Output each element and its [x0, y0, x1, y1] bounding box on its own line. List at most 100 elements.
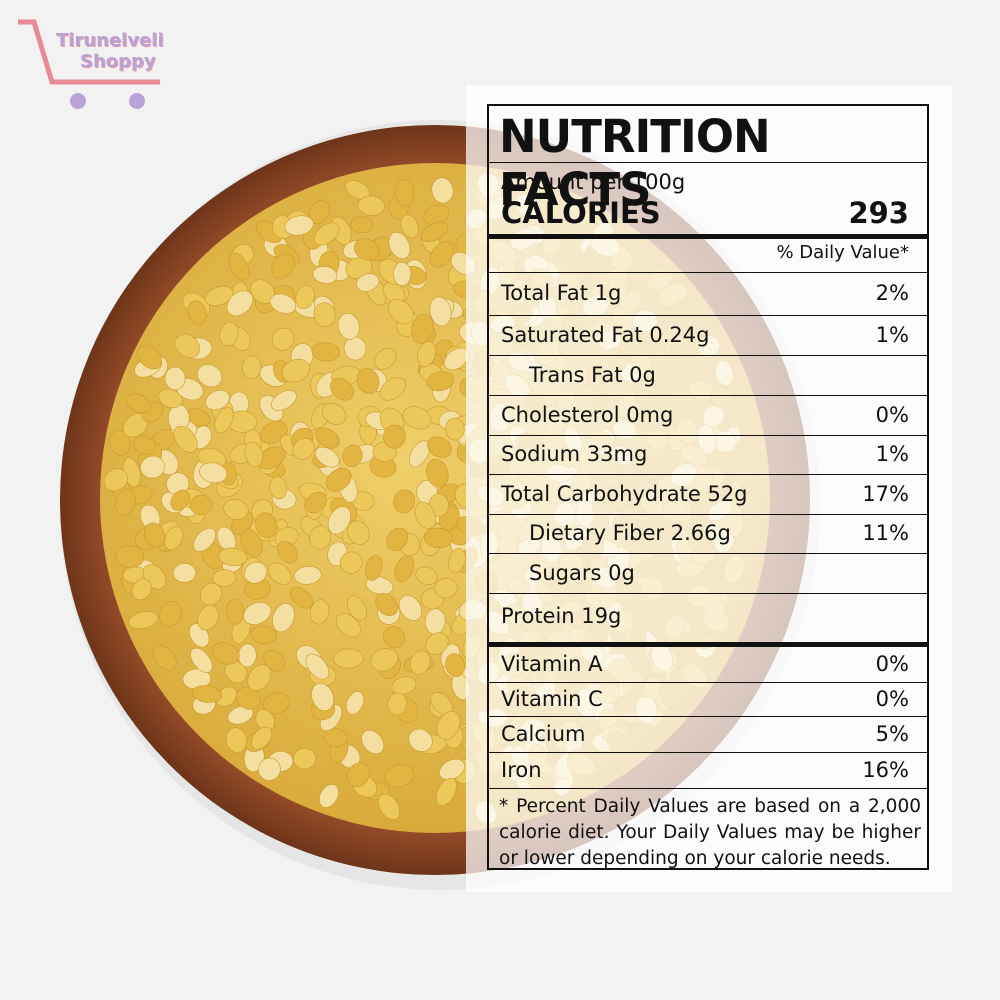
- lentil: [445, 417, 465, 441]
- lentil: [251, 726, 273, 750]
- nutrient-name: Calcium: [501, 722, 586, 746]
- lentil: [193, 527, 216, 552]
- nutrient-row: Dietary Fiber 2.66g 11%: [489, 514, 927, 553]
- lentil: [293, 566, 322, 585]
- lentil: [311, 682, 334, 712]
- divider: [489, 716, 927, 717]
- lentil: [313, 222, 340, 246]
- lentil: [318, 784, 339, 808]
- divider: [489, 355, 927, 356]
- lentil: [431, 177, 454, 204]
- lentil: [379, 377, 407, 401]
- nutrient-row: Sodium 33mg 1%: [489, 435, 927, 474]
- lentil: [357, 195, 385, 216]
- nutrient-name: Sodium 33mg: [501, 442, 648, 466]
- divider: [489, 272, 927, 273]
- lentil: [197, 364, 223, 388]
- lentil: [382, 281, 406, 304]
- lentil: [262, 692, 290, 715]
- lentil: [448, 548, 466, 574]
- lentil: [305, 491, 327, 514]
- lentil: [384, 764, 414, 788]
- cart-wheel: [70, 93, 86, 109]
- daily-value: 0%: [875, 652, 909, 676]
- lentil: [215, 686, 237, 707]
- lentil: [356, 368, 380, 394]
- lentil: [427, 436, 452, 458]
- lentil: [289, 586, 314, 609]
- lentil: [205, 389, 230, 411]
- lentil: [305, 653, 330, 680]
- lentil: [137, 345, 162, 370]
- lentil: [321, 402, 347, 425]
- lentil: [423, 527, 453, 549]
- nutrient-row: Trans Fat 0g: [489, 355, 927, 395]
- nutrient-row: Total Fat 1g 2%: [489, 272, 927, 315]
- lentil: [393, 489, 416, 514]
- lentil: [439, 758, 465, 781]
- divider: [489, 234, 927, 239]
- divider: [489, 474, 927, 475]
- lentil: [347, 762, 370, 788]
- lentil: [226, 290, 254, 317]
- cart-logo: [18, 19, 160, 85]
- footnote: * Percent Daily Values are based on a 2,…: [499, 796, 921, 869]
- lentil: [356, 273, 380, 292]
- lentil: [267, 562, 292, 585]
- divider: [489, 514, 927, 515]
- nutrient-name: Iron: [501, 758, 542, 782]
- logo: Tirunelveli Shoppy: [56, 30, 164, 72]
- lentil: [223, 499, 249, 520]
- lentil: [313, 302, 336, 328]
- nutrient-row: Vitamin A 0%: [489, 647, 927, 682]
- lentil: [395, 179, 415, 207]
- lentil: [133, 435, 156, 456]
- lentil: [312, 266, 338, 284]
- lentil: [197, 604, 219, 631]
- lentil: [228, 252, 250, 281]
- lentil: [212, 642, 240, 665]
- lentil: [388, 232, 411, 260]
- calories-value: 293: [848, 196, 909, 230]
- lentil: [335, 613, 361, 638]
- nutrient-name: Protein 19g: [501, 604, 622, 628]
- lentil: [415, 566, 438, 586]
- lentil: [402, 406, 432, 430]
- lentil: [270, 390, 297, 411]
- lentil: [325, 467, 352, 492]
- lentil: [191, 685, 223, 703]
- lentil: [445, 653, 465, 677]
- lentil: [214, 407, 234, 434]
- lentil: [315, 427, 340, 449]
- lentil: [199, 462, 228, 484]
- lentil: [284, 215, 314, 236]
- lentil: [387, 692, 407, 716]
- divider: [489, 788, 927, 789]
- lentil: [227, 705, 254, 725]
- divider: [489, 395, 927, 396]
- lentil: [293, 748, 316, 770]
- lentil: [250, 625, 277, 644]
- lentil: [247, 664, 272, 691]
- lentil: [417, 341, 436, 368]
- lentil: [350, 216, 374, 234]
- lentil: [436, 711, 461, 740]
- lentil: [346, 520, 370, 545]
- lentil: [409, 440, 430, 468]
- lentil: [153, 645, 177, 671]
- lentil: [383, 424, 406, 449]
- lentil: [240, 529, 263, 557]
- lentil: [386, 527, 409, 552]
- lentil: [174, 334, 200, 358]
- divider: [489, 642, 927, 647]
- lentil: [295, 284, 315, 310]
- lentil: [393, 261, 412, 287]
- nutrient-name: Sugars 0g: [529, 561, 635, 585]
- label-title: NUTRITION FACTS: [499, 110, 771, 216]
- lentil: [324, 728, 348, 748]
- nutrient-name: Saturated Fat 0.24g: [501, 323, 710, 347]
- daily-value: 5%: [875, 722, 909, 746]
- lentil: [226, 598, 245, 625]
- lentil: [434, 578, 458, 599]
- lentil: [347, 595, 367, 621]
